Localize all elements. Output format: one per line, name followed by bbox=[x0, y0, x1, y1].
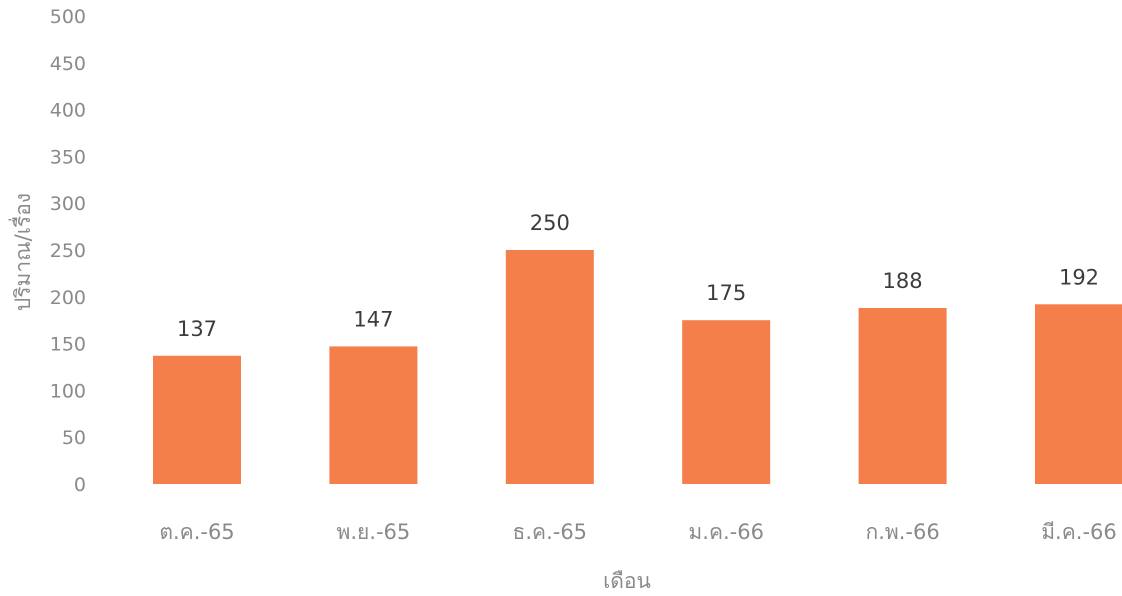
y-tick-label: 300 bbox=[50, 193, 86, 215]
x-tick-label: พ.ย.-65 bbox=[336, 520, 410, 544]
bar bbox=[153, 355, 241, 484]
bar bbox=[1035, 304, 1122, 484]
bars bbox=[153, 250, 1122, 484]
bar bbox=[505, 250, 594, 484]
data-label: 147 bbox=[353, 307, 393, 331]
bar bbox=[329, 346, 418, 484]
data-label: 137 bbox=[177, 317, 217, 341]
data-label: 192 bbox=[1059, 265, 1099, 289]
y-axis-title: ปริมาณ/เรื่อง bbox=[8, 193, 35, 311]
y-tick-label: 400 bbox=[50, 100, 86, 122]
x-tick-label: ต.ค.-65 bbox=[159, 520, 234, 544]
x-tick-label: ธ.ค.-65 bbox=[513, 520, 588, 544]
y-tick-label: 50 bbox=[62, 427, 86, 449]
x-tick-label: มี.ค.-66 bbox=[1041, 520, 1117, 544]
y-tick-label: 450 bbox=[50, 53, 86, 75]
y-axis: 0 50 100 150 200 250 300 350 400 450 500 bbox=[50, 6, 86, 496]
data-label: 175 bbox=[706, 281, 746, 305]
y-tick-label: 200 bbox=[50, 287, 86, 309]
data-labels: 137 147 250 175 188 192 bbox=[177, 211, 1099, 341]
bar bbox=[682, 320, 771, 484]
x-axis-title: เดือน bbox=[603, 569, 651, 593]
y-tick-label: 0 bbox=[74, 474, 86, 496]
x-tick-label: ม.ค.-66 bbox=[688, 520, 764, 544]
y-tick-label: 250 bbox=[50, 240, 86, 262]
x-tick-label: ก.พ.-66 bbox=[865, 520, 939, 544]
y-tick-label: 500 bbox=[50, 6, 86, 28]
data-label: 250 bbox=[530, 211, 570, 235]
y-tick-label: 350 bbox=[50, 146, 86, 168]
data-label: 188 bbox=[883, 269, 923, 293]
y-tick-label: 100 bbox=[50, 380, 86, 402]
bar bbox=[858, 308, 947, 484]
y-tick-label: 150 bbox=[50, 334, 86, 356]
x-axis: ต.ค.-65 พ.ย.-65 ธ.ค.-65 ม.ค.-66 ก.พ.-66 มี.ค.… bbox=[159, 520, 1116, 544]
